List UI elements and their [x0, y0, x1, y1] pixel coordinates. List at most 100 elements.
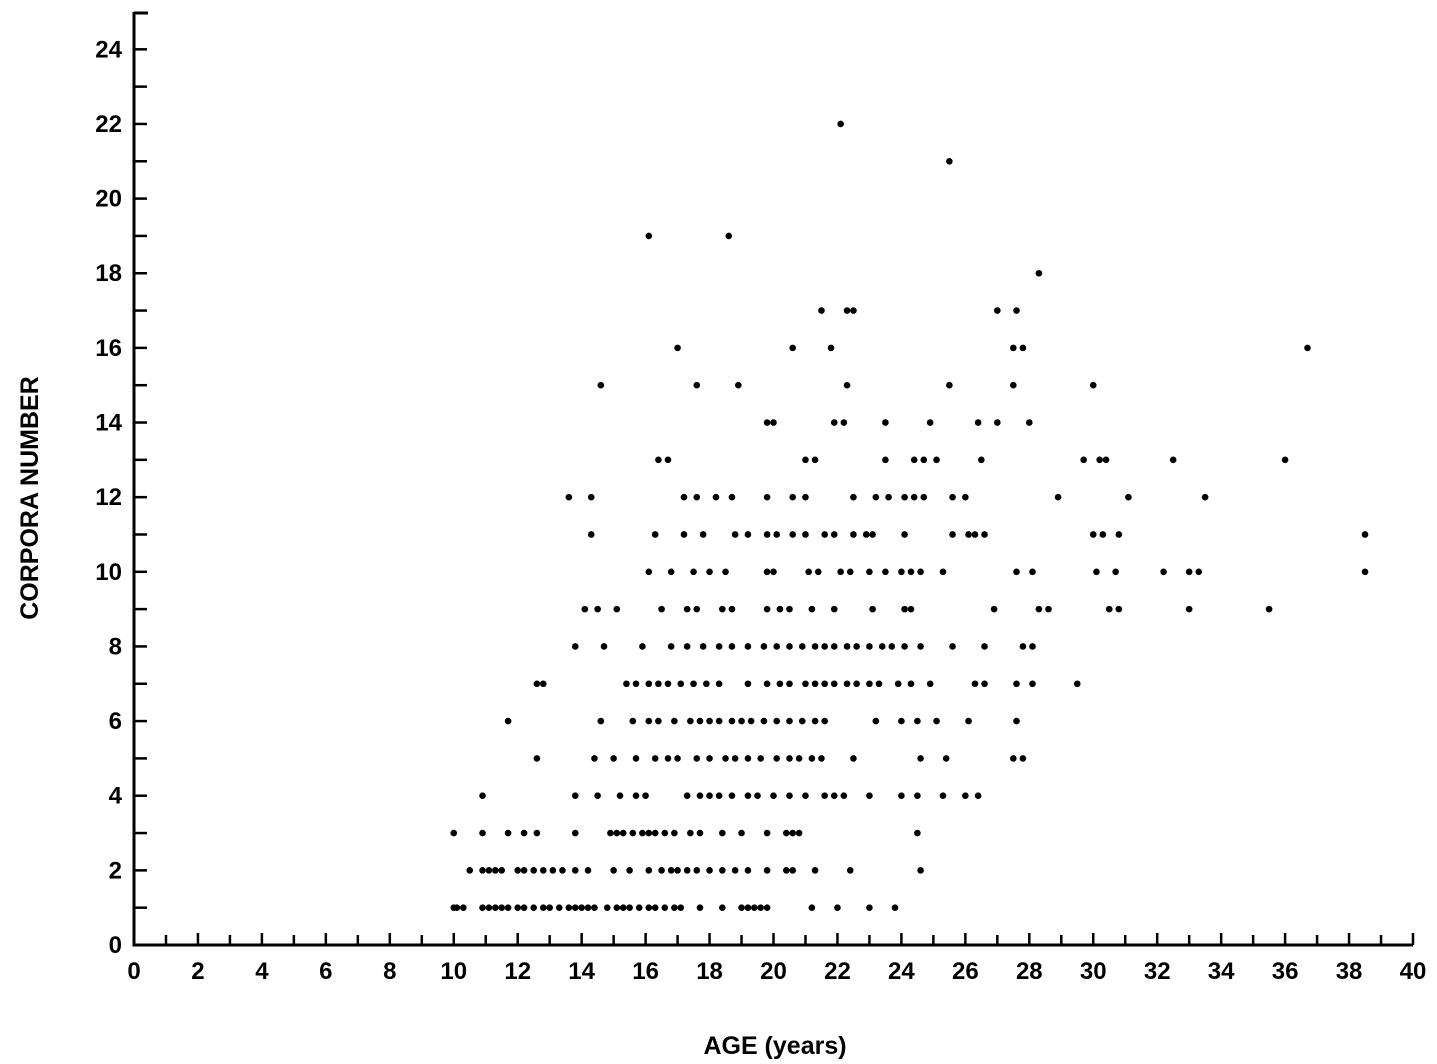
data-point [706, 755, 713, 762]
data-point [514, 904, 521, 911]
data-point [866, 792, 873, 800]
y-axis-title: CORPORA NUMBER [16, 376, 44, 620]
data-point [946, 157, 953, 165]
data-point [610, 755, 617, 762]
data-point [677, 680, 685, 688]
data-point [882, 568, 889, 576]
data-point [1089, 381, 1097, 389]
data-point [706, 792, 713, 800]
data-point [683, 792, 691, 800]
data-point [530, 904, 537, 911]
data-point [571, 904, 579, 911]
data-point [760, 643, 768, 650]
data-point [559, 867, 566, 874]
data-point [479, 904, 486, 911]
data-point [520, 867, 528, 874]
data-point [719, 904, 726, 911]
data-point [821, 531, 828, 538]
axes [132, 11, 1413, 947]
data-point [946, 381, 953, 389]
data-point [728, 643, 736, 650]
data-point [891, 904, 899, 911]
data-points [450, 120, 1369, 911]
data-point [690, 568, 697, 576]
y-tick-label: 4 [109, 783, 123, 810]
data-point [520, 904, 528, 911]
data-point [821, 792, 828, 800]
data-point [1105, 605, 1113, 613]
data-point [680, 493, 688, 501]
data-point [722, 568, 729, 576]
data-point [898, 792, 905, 800]
data-point [1265, 605, 1273, 613]
data-point [1112, 568, 1119, 576]
data-point [866, 904, 873, 911]
data-point [744, 531, 752, 538]
data-point [1195, 568, 1203, 576]
data-point [802, 792, 809, 800]
data-point [888, 643, 896, 650]
data-point [795, 755, 803, 762]
data-point [1160, 568, 1167, 576]
data-point [1010, 381, 1017, 389]
x-tick-label: 6 [319, 958, 332, 985]
x-axis-title: AGE (years) [703, 1032, 846, 1060]
x-tick-label: 20 [760, 958, 787, 985]
data-point [786, 605, 793, 613]
data-point [683, 643, 691, 650]
data-point [546, 904, 553, 911]
x-tick-label: 40 [1400, 958, 1427, 985]
data-point [971, 680, 979, 688]
data-point [763, 829, 771, 837]
data-point [645, 568, 653, 576]
data-point [571, 867, 579, 874]
data-point [1010, 344, 1017, 352]
data-point [690, 680, 697, 688]
data-point [763, 680, 771, 688]
data-point [581, 605, 589, 613]
data-point [565, 493, 573, 501]
x-tick-label: 30 [1080, 958, 1107, 985]
data-point [744, 904, 752, 911]
x-tick-label: 32 [1144, 958, 1171, 985]
data-point [693, 755, 701, 762]
y-tick-label: 0 [109, 932, 122, 959]
y-tick-label: 12 [95, 484, 122, 511]
x-tick-label: 24 [888, 958, 915, 985]
data-point [917, 643, 924, 650]
data-point [786, 792, 793, 800]
data-point [862, 531, 870, 538]
data-point [821, 717, 828, 725]
x-tick-label: 4 [255, 958, 269, 985]
data-point [747, 717, 755, 725]
data-point [584, 904, 592, 911]
data-point [763, 867, 771, 874]
data-point [949, 643, 956, 650]
data-point [629, 717, 637, 725]
data-point [949, 531, 956, 538]
data-point [479, 792, 486, 800]
data-point [533, 755, 541, 762]
data-point [869, 605, 876, 613]
data-point [1089, 531, 1097, 538]
data-point [802, 531, 809, 538]
x-tick-label: 12 [504, 958, 531, 985]
data-point [613, 904, 621, 911]
data-point [907, 605, 915, 613]
x-tick-label: 0 [127, 958, 140, 985]
data-point [926, 680, 934, 688]
data-point [898, 568, 905, 576]
data-point [703, 680, 710, 688]
data-point [763, 605, 771, 613]
data-point [485, 867, 493, 874]
x-tick-label: 18 [696, 958, 723, 985]
data-point [655, 456, 662, 464]
data-point [645, 232, 653, 240]
data-point [693, 867, 701, 874]
data-point [782, 867, 790, 874]
data-point [674, 867, 681, 874]
data-point [814, 568, 822, 576]
data-point [712, 493, 720, 501]
data-point [846, 568, 854, 576]
data-point [811, 717, 819, 725]
